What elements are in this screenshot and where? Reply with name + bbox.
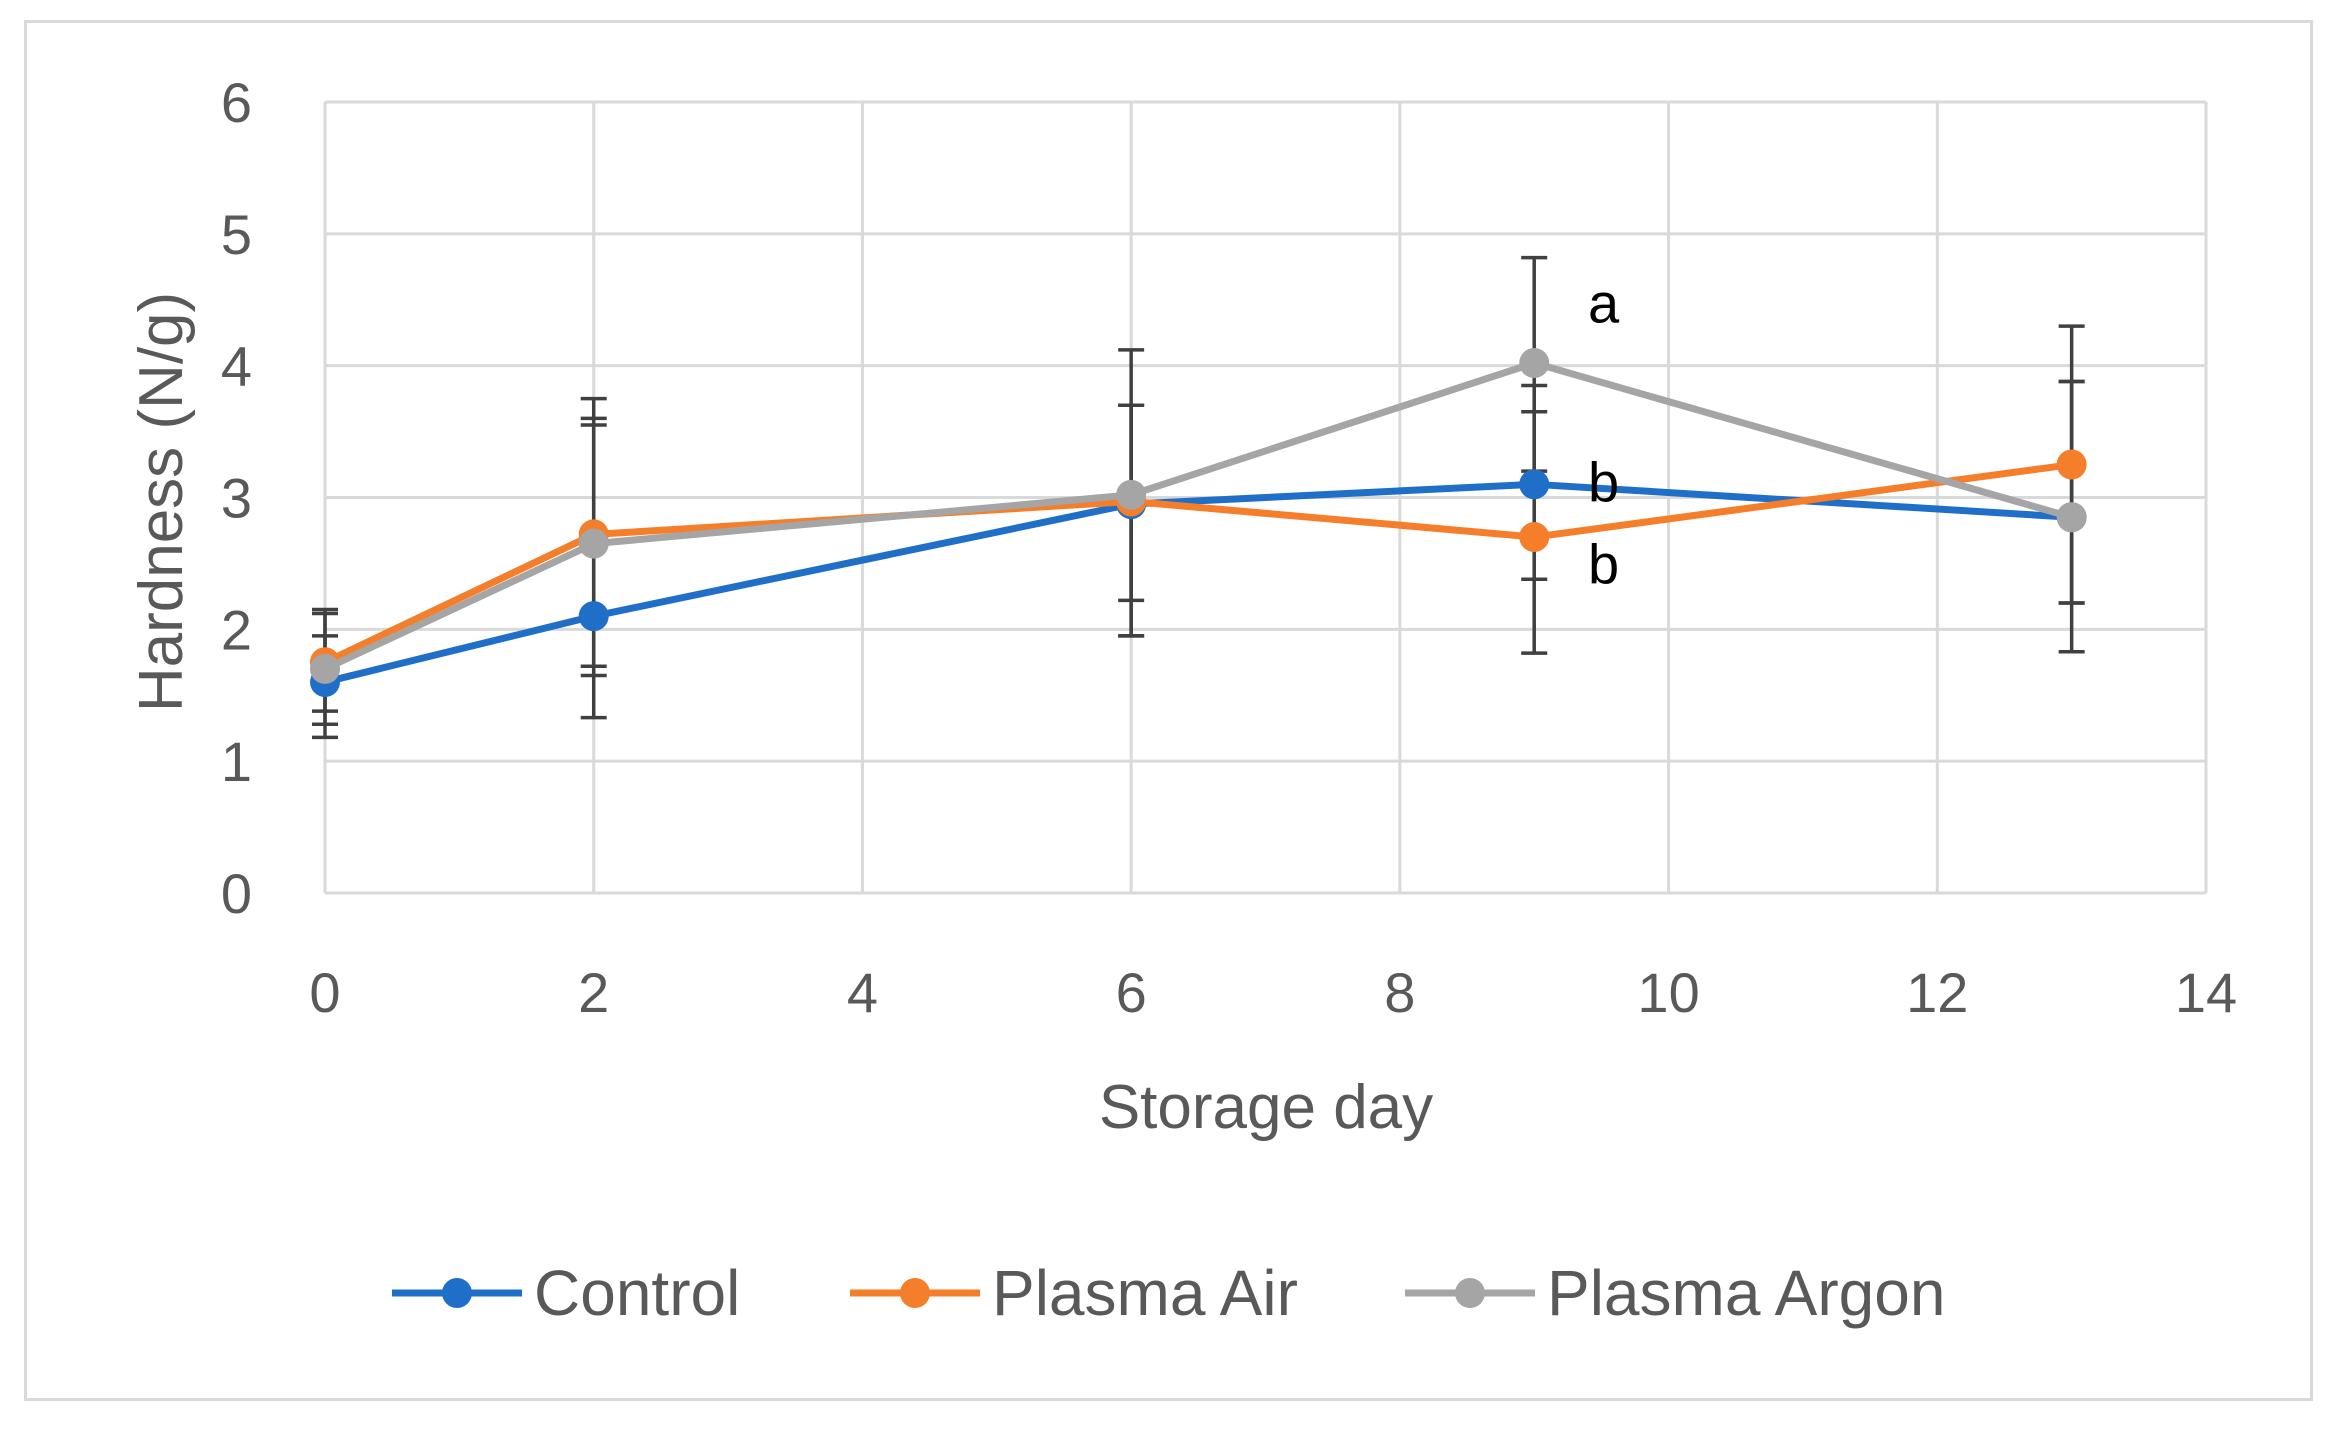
y-tick-label: 4: [221, 335, 252, 398]
legend-label-plasma-argon: Plasma Argon: [1547, 1257, 1945, 1329]
data-point-plasma-argon: [1116, 479, 1147, 510]
annotation-label: b: [1588, 451, 1619, 514]
x-tick-label: 4: [847, 961, 878, 1024]
annotation-label: b: [1588, 532, 1619, 595]
legend: Control Plasma Air Plasma Argon: [392, 1257, 1945, 1329]
y-tick-label: 2: [221, 598, 252, 661]
y-tick-label: 3: [221, 467, 252, 530]
y-tick-label: 6: [221, 71, 252, 134]
data-point-plasma-air: [2056, 449, 2087, 480]
legend-marker-control: [442, 1278, 472, 1308]
legend-marker-plasma-air: [900, 1278, 930, 1308]
x-tick-label: 6: [1116, 961, 1147, 1024]
data-point-plasma-argon: [310, 653, 340, 684]
series-line-plasma-air: [323, 461, 2073, 666]
y-tick-label: 0: [221, 862, 252, 925]
x-tick-label: 0: [309, 961, 340, 1024]
series-lines: [310, 348, 2087, 698]
x-axis-title: Storage day: [1099, 1073, 1433, 1142]
x-tick-label: 10: [1637, 961, 1699, 1024]
series-line-control: [324, 480, 2072, 686]
annotation-label: a: [1588, 271, 1620, 334]
grid-layer: [323, 100, 2208, 895]
x-tick-label: 8: [1384, 961, 1415, 1024]
chart-frame: [24, 20, 2313, 1401]
data-point-plasma-argon: [2056, 502, 2087, 533]
x-tick-label: 14: [2175, 961, 2237, 1024]
y-tick-label: 5: [221, 203, 252, 266]
legend-label-plasma-air: Plasma Air: [992, 1257, 1298, 1329]
legend-label-control: Control: [534, 1257, 740, 1329]
data-point-plasma-argon: [578, 528, 609, 559]
significance-annotations: a bb: [1588, 271, 1620, 595]
data-point-plasma-argon: [1519, 348, 1550, 379]
data-point-control: [1519, 469, 1550, 500]
legend-marker-plasma-argon: [1455, 1278, 1485, 1308]
data-point-control: [578, 601, 609, 632]
x-tick-label: 12: [1906, 961, 1968, 1024]
y-axis-title: Hardness (N/g): [127, 292, 196, 712]
y-tick-label: 1: [221, 730, 252, 793]
data-point-plasma-air: [1519, 522, 1550, 553]
x-tick-label: 2: [578, 961, 609, 1024]
